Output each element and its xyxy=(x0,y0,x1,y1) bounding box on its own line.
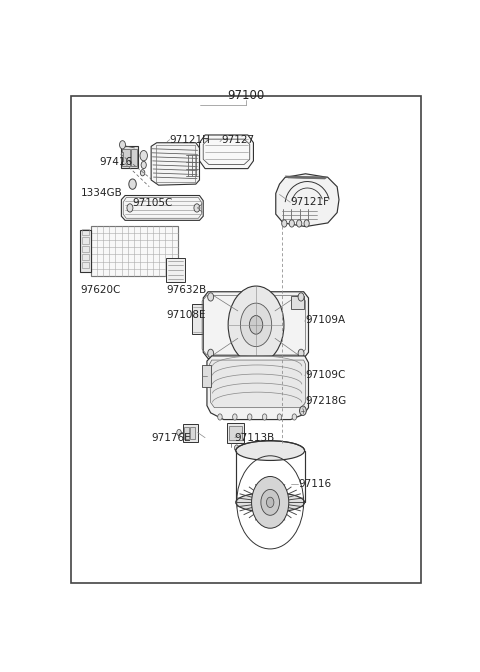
Bar xyxy=(82,237,89,244)
Circle shape xyxy=(298,293,304,301)
Text: 97109A: 97109A xyxy=(305,314,346,325)
Circle shape xyxy=(234,445,239,451)
Ellipse shape xyxy=(236,493,305,512)
Circle shape xyxy=(127,204,133,212)
Circle shape xyxy=(277,414,282,420)
Circle shape xyxy=(208,349,214,358)
Bar xyxy=(120,146,139,167)
Bar xyxy=(229,426,242,439)
Bar xyxy=(166,257,185,282)
Bar xyxy=(91,226,178,276)
Circle shape xyxy=(261,489,279,515)
Bar xyxy=(82,229,89,235)
Circle shape xyxy=(129,179,136,190)
Circle shape xyxy=(228,286,284,364)
Text: 97113B: 97113B xyxy=(235,433,275,443)
Circle shape xyxy=(248,414,252,420)
Bar xyxy=(183,424,198,442)
Polygon shape xyxy=(203,292,309,358)
Circle shape xyxy=(252,476,289,528)
Text: 97108E: 97108E xyxy=(166,310,205,319)
Polygon shape xyxy=(151,142,200,185)
Circle shape xyxy=(249,316,263,334)
Bar xyxy=(202,366,211,387)
Circle shape xyxy=(141,161,146,169)
Bar xyxy=(290,296,304,309)
Circle shape xyxy=(208,293,214,301)
Polygon shape xyxy=(207,356,309,419)
Text: 97121H: 97121H xyxy=(170,134,211,144)
Text: 97100: 97100 xyxy=(228,89,264,102)
Circle shape xyxy=(194,204,200,212)
Text: 97218G: 97218G xyxy=(305,396,347,406)
Bar xyxy=(82,246,89,252)
Text: 97632B: 97632B xyxy=(166,285,206,295)
Text: 97121F: 97121F xyxy=(290,198,330,207)
Bar xyxy=(184,427,189,439)
Text: 97109C: 97109C xyxy=(305,370,346,380)
Circle shape xyxy=(140,169,145,176)
Bar xyxy=(228,423,244,443)
Bar xyxy=(122,149,130,165)
Circle shape xyxy=(289,220,294,227)
Text: 97105C: 97105C xyxy=(132,198,173,208)
Circle shape xyxy=(282,220,287,227)
Circle shape xyxy=(140,151,147,161)
Text: 97620C: 97620C xyxy=(81,285,121,295)
Polygon shape xyxy=(210,360,305,408)
Circle shape xyxy=(218,414,222,420)
Ellipse shape xyxy=(236,441,305,460)
Polygon shape xyxy=(121,196,203,220)
Circle shape xyxy=(300,406,306,415)
Circle shape xyxy=(233,414,237,420)
Circle shape xyxy=(298,349,304,358)
Circle shape xyxy=(120,140,125,149)
Circle shape xyxy=(263,414,267,420)
Circle shape xyxy=(297,220,302,227)
Circle shape xyxy=(292,414,297,420)
Bar xyxy=(131,149,137,165)
Bar xyxy=(80,230,91,272)
Text: 1334GB: 1334GB xyxy=(81,188,122,198)
Circle shape xyxy=(177,429,181,435)
Text: 97176E: 97176E xyxy=(151,433,191,443)
Text: 97116: 97116 xyxy=(298,479,331,489)
Polygon shape xyxy=(276,174,339,226)
Text: 97127: 97127 xyxy=(222,134,255,144)
Bar xyxy=(82,254,89,260)
Bar xyxy=(82,262,89,269)
Bar xyxy=(190,427,195,439)
Circle shape xyxy=(266,497,274,507)
Circle shape xyxy=(240,303,272,347)
Circle shape xyxy=(304,220,309,227)
Bar xyxy=(192,304,203,334)
Text: 97416: 97416 xyxy=(99,157,132,167)
Polygon shape xyxy=(200,135,253,169)
Bar xyxy=(120,151,123,161)
